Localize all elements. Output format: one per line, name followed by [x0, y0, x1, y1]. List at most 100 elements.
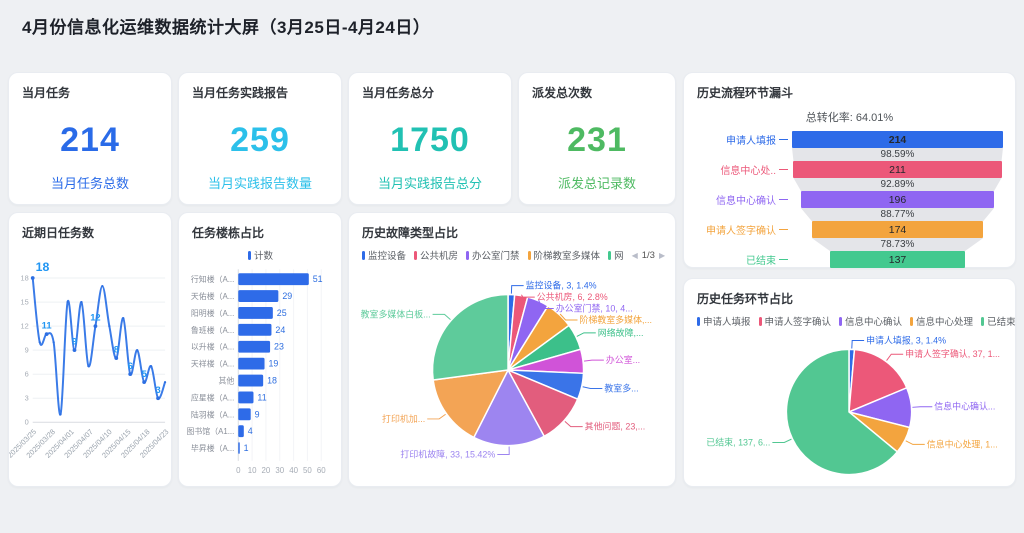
data-point[interactable] [128, 372, 133, 377]
legend-item[interactable]: 网 [608, 248, 624, 262]
bar[interactable] [238, 307, 273, 319]
point-label: 18 [36, 260, 50, 274]
legend-label: 信息中心确认 [845, 317, 903, 328]
data-point[interactable] [122, 317, 125, 320]
data-point[interactable] [30, 276, 35, 280]
data-point[interactable] [101, 284, 104, 288]
legend-item[interactable]: 已结束 [981, 314, 1015, 328]
funnel-bar[interactable]: 214 [792, 131, 1003, 148]
funnel-conversion-step: 92.89% [793, 178, 1002, 191]
fault-pie-legend: 监控设备 公共机房 办公室门禁 阶梯教室多媒体 网 ◀ 1/3 ▶ [349, 241, 675, 262]
data-point[interactable] [72, 348, 77, 353]
legend-item[interactable]: 信息中心确认 [839, 314, 902, 328]
y-tick-label: 0 [25, 418, 29, 427]
data-point[interactable] [136, 349, 139, 352]
bar[interactable] [238, 323, 272, 336]
legend-prev-icon[interactable]: ◀ [631, 250, 638, 260]
legend-marker-icon [839, 316, 843, 326]
data-point[interactable] [44, 332, 49, 337]
funnel-connector-row: 88.77% [694, 208, 1003, 221]
bar[interactable] [238, 442, 240, 455]
legend-item[interactable]: 公共机房 [414, 248, 458, 262]
bar[interactable] [238, 425, 244, 438]
pie-label: 办公室门禁, 10, 4... [556, 302, 633, 313]
bar[interactable] [238, 340, 271, 353]
legend-marker-icon [466, 250, 470, 260]
data-point[interactable] [59, 413, 62, 416]
pie-slice[interactable] [848, 348, 908, 414]
card-fault-type-pie: 历史故障类型占比 监控设备 公共机房 办公室门禁 阶梯教室多媒体 网 ◀ 1/3 ▶ 监控设备… [348, 212, 676, 487]
funnel-bar[interactable]: 196 [800, 191, 995, 208]
pie-label-line [772, 438, 792, 443]
legend-marker-icon [697, 316, 700, 326]
funnel-label-connector [779, 199, 788, 200]
card-monthly-reports: 当月任务实践报告 259 当月实践报告数量 [178, 72, 342, 205]
legend-item[interactable]: 计数 [247, 248, 273, 262]
bar[interactable] [238, 408, 251, 421]
pie-label: 监控设备, 3, 1.4% [526, 280, 597, 291]
bar-category-label: 天祥楼（A... [191, 359, 234, 369]
pie-slice[interactable] [432, 369, 510, 439]
y-tick-label: 9 [25, 346, 29, 355]
data-point[interactable] [38, 341, 41, 344]
data-point[interactable] [150, 365, 153, 368]
point-label: 12 [90, 313, 100, 323]
legend-pager: ◀ 1/3 ▶ [632, 250, 666, 261]
bar[interactable] [238, 391, 254, 404]
bar[interactable] [238, 290, 279, 302]
funnel-stage-label: 已结束 [746, 256, 776, 267]
bar[interactable] [238, 357, 265, 370]
legend-item[interactable]: 申请人签字确认 [758, 314, 832, 328]
legend-marker-icon [362, 250, 365, 260]
stat-value: 259 [230, 121, 290, 159]
legend-label: 申请人签字确认 [764, 317, 832, 328]
funnel-label-connector [779, 139, 788, 140]
pie-label-line [905, 440, 925, 445]
legend-item[interactable]: 申请人填报 [697, 314, 751, 328]
bar[interactable] [238, 374, 264, 387]
point-label: 8 [114, 345, 119, 355]
pie-label-line [564, 420, 583, 428]
legend-item[interactable]: 监控设备 [362, 248, 406, 262]
data-point[interactable] [114, 356, 119, 361]
data-point[interactable] [66, 300, 69, 304]
data-point[interactable] [156, 396, 160, 401]
legend-item[interactable]: 信息中心处理 [910, 314, 973, 328]
page-title: 4月份信息化运维数据统计大屏（3月25日-4月24日） [22, 18, 431, 37]
bar-legend: 计数 [179, 241, 341, 262]
bar[interactable] [238, 273, 309, 286]
point-label: 6 [128, 361, 133, 371]
legend-item[interactable]: 办公室门禁 [466, 248, 520, 262]
data-point[interactable] [108, 325, 111, 328]
funnel-bar[interactable]: 137 [829, 251, 966, 268]
legend-next-icon[interactable]: ▶ [658, 250, 666, 260]
y-tick-label: 18 [21, 274, 29, 283]
bar-category-label: 陆羽楼（A... [191, 409, 234, 419]
data-point[interactable] [80, 300, 83, 304]
funnel-stage-row: 信息中心确认 196 [694, 191, 1003, 208]
card-title: 当月任务总分 [362, 86, 435, 100]
funnel-bar[interactable]: 174 [811, 221, 984, 238]
pie-label-line [851, 340, 865, 349]
bar-value-label: 24 [275, 325, 285, 335]
data-point[interactable] [87, 365, 90, 368]
stat-sublabel: 派发总记录数 [557, 176, 636, 191]
data-point[interactable] [163, 381, 167, 384]
pie-slice[interactable] [431, 293, 509, 381]
data-point[interactable] [142, 380, 147, 385]
legend-item[interactable]: 阶梯教室多媒体 [527, 248, 600, 262]
funnel-conversion-rate: 总转化率: 64.01% [805, 112, 894, 124]
pie-slice[interactable] [785, 348, 899, 476]
bar-category-label: 阳明楼（A... [191, 308, 234, 318]
funnel-bar[interactable]: 211 [793, 161, 1002, 178]
data-point[interactable] [52, 341, 55, 344]
funnel-label-connector [779, 259, 788, 260]
daily-line-chart: 03691215182025/03/252025/03/282025/04/01… [9, 260, 170, 460]
pie-slice[interactable] [472, 368, 546, 447]
bar-category-label: 其他 [219, 375, 235, 385]
fault-type-pie-chart: 监控设备, 3, 1.4%公共机房, 6, 2.8%办公室门禁, 10, 4..… [361, 280, 652, 460]
y-tick-label: 12 [21, 322, 29, 331]
funnel-label-connector [779, 169, 788, 170]
pie-label: 教室多... [604, 383, 638, 394]
data-point[interactable] [93, 324, 98, 329]
